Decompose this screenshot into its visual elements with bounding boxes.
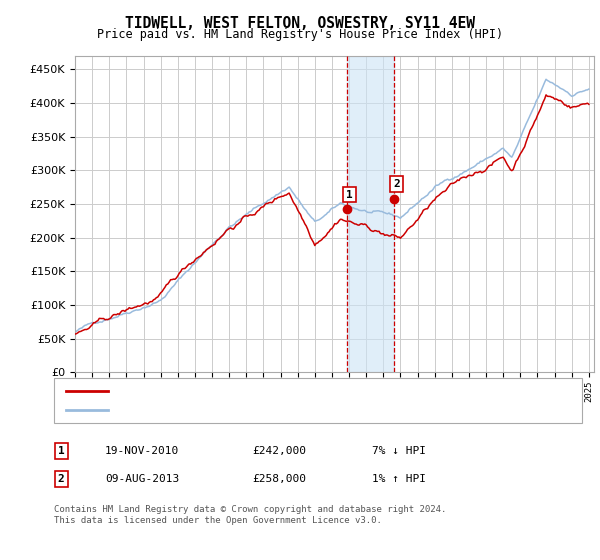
- Text: 2: 2: [58, 474, 65, 484]
- Text: £242,000: £242,000: [252, 446, 306, 456]
- Bar: [347, 56, 394, 372]
- Text: 1% ↑ HPI: 1% ↑ HPI: [372, 474, 426, 484]
- Text: Contains HM Land Registry data © Crown copyright and database right 2024.
This d: Contains HM Land Registry data © Crown c…: [54, 505, 446, 525]
- Text: 2: 2: [393, 179, 400, 189]
- Text: 7% ↓ HPI: 7% ↓ HPI: [372, 446, 426, 456]
- Text: £258,000: £258,000: [252, 474, 306, 484]
- Text: 1: 1: [58, 446, 65, 456]
- Text: 19-NOV-2010: 19-NOV-2010: [105, 446, 179, 456]
- Text: HPI: Average price, detached house, Shropshire: HPI: Average price, detached house, Shro…: [120, 405, 407, 416]
- Text: TIDWELL, WEST FELTON, OSWESTRY, SY11 4EW (detached house): TIDWELL, WEST FELTON, OSWESTRY, SY11 4EW…: [120, 385, 476, 395]
- Text: Price paid vs. HM Land Registry's House Price Index (HPI): Price paid vs. HM Land Registry's House …: [97, 28, 503, 41]
- Text: 1: 1: [346, 190, 353, 200]
- Text: 09-AUG-2013: 09-AUG-2013: [105, 474, 179, 484]
- Text: TIDWELL, WEST FELTON, OSWESTRY, SY11 4EW: TIDWELL, WEST FELTON, OSWESTRY, SY11 4EW: [125, 16, 475, 31]
